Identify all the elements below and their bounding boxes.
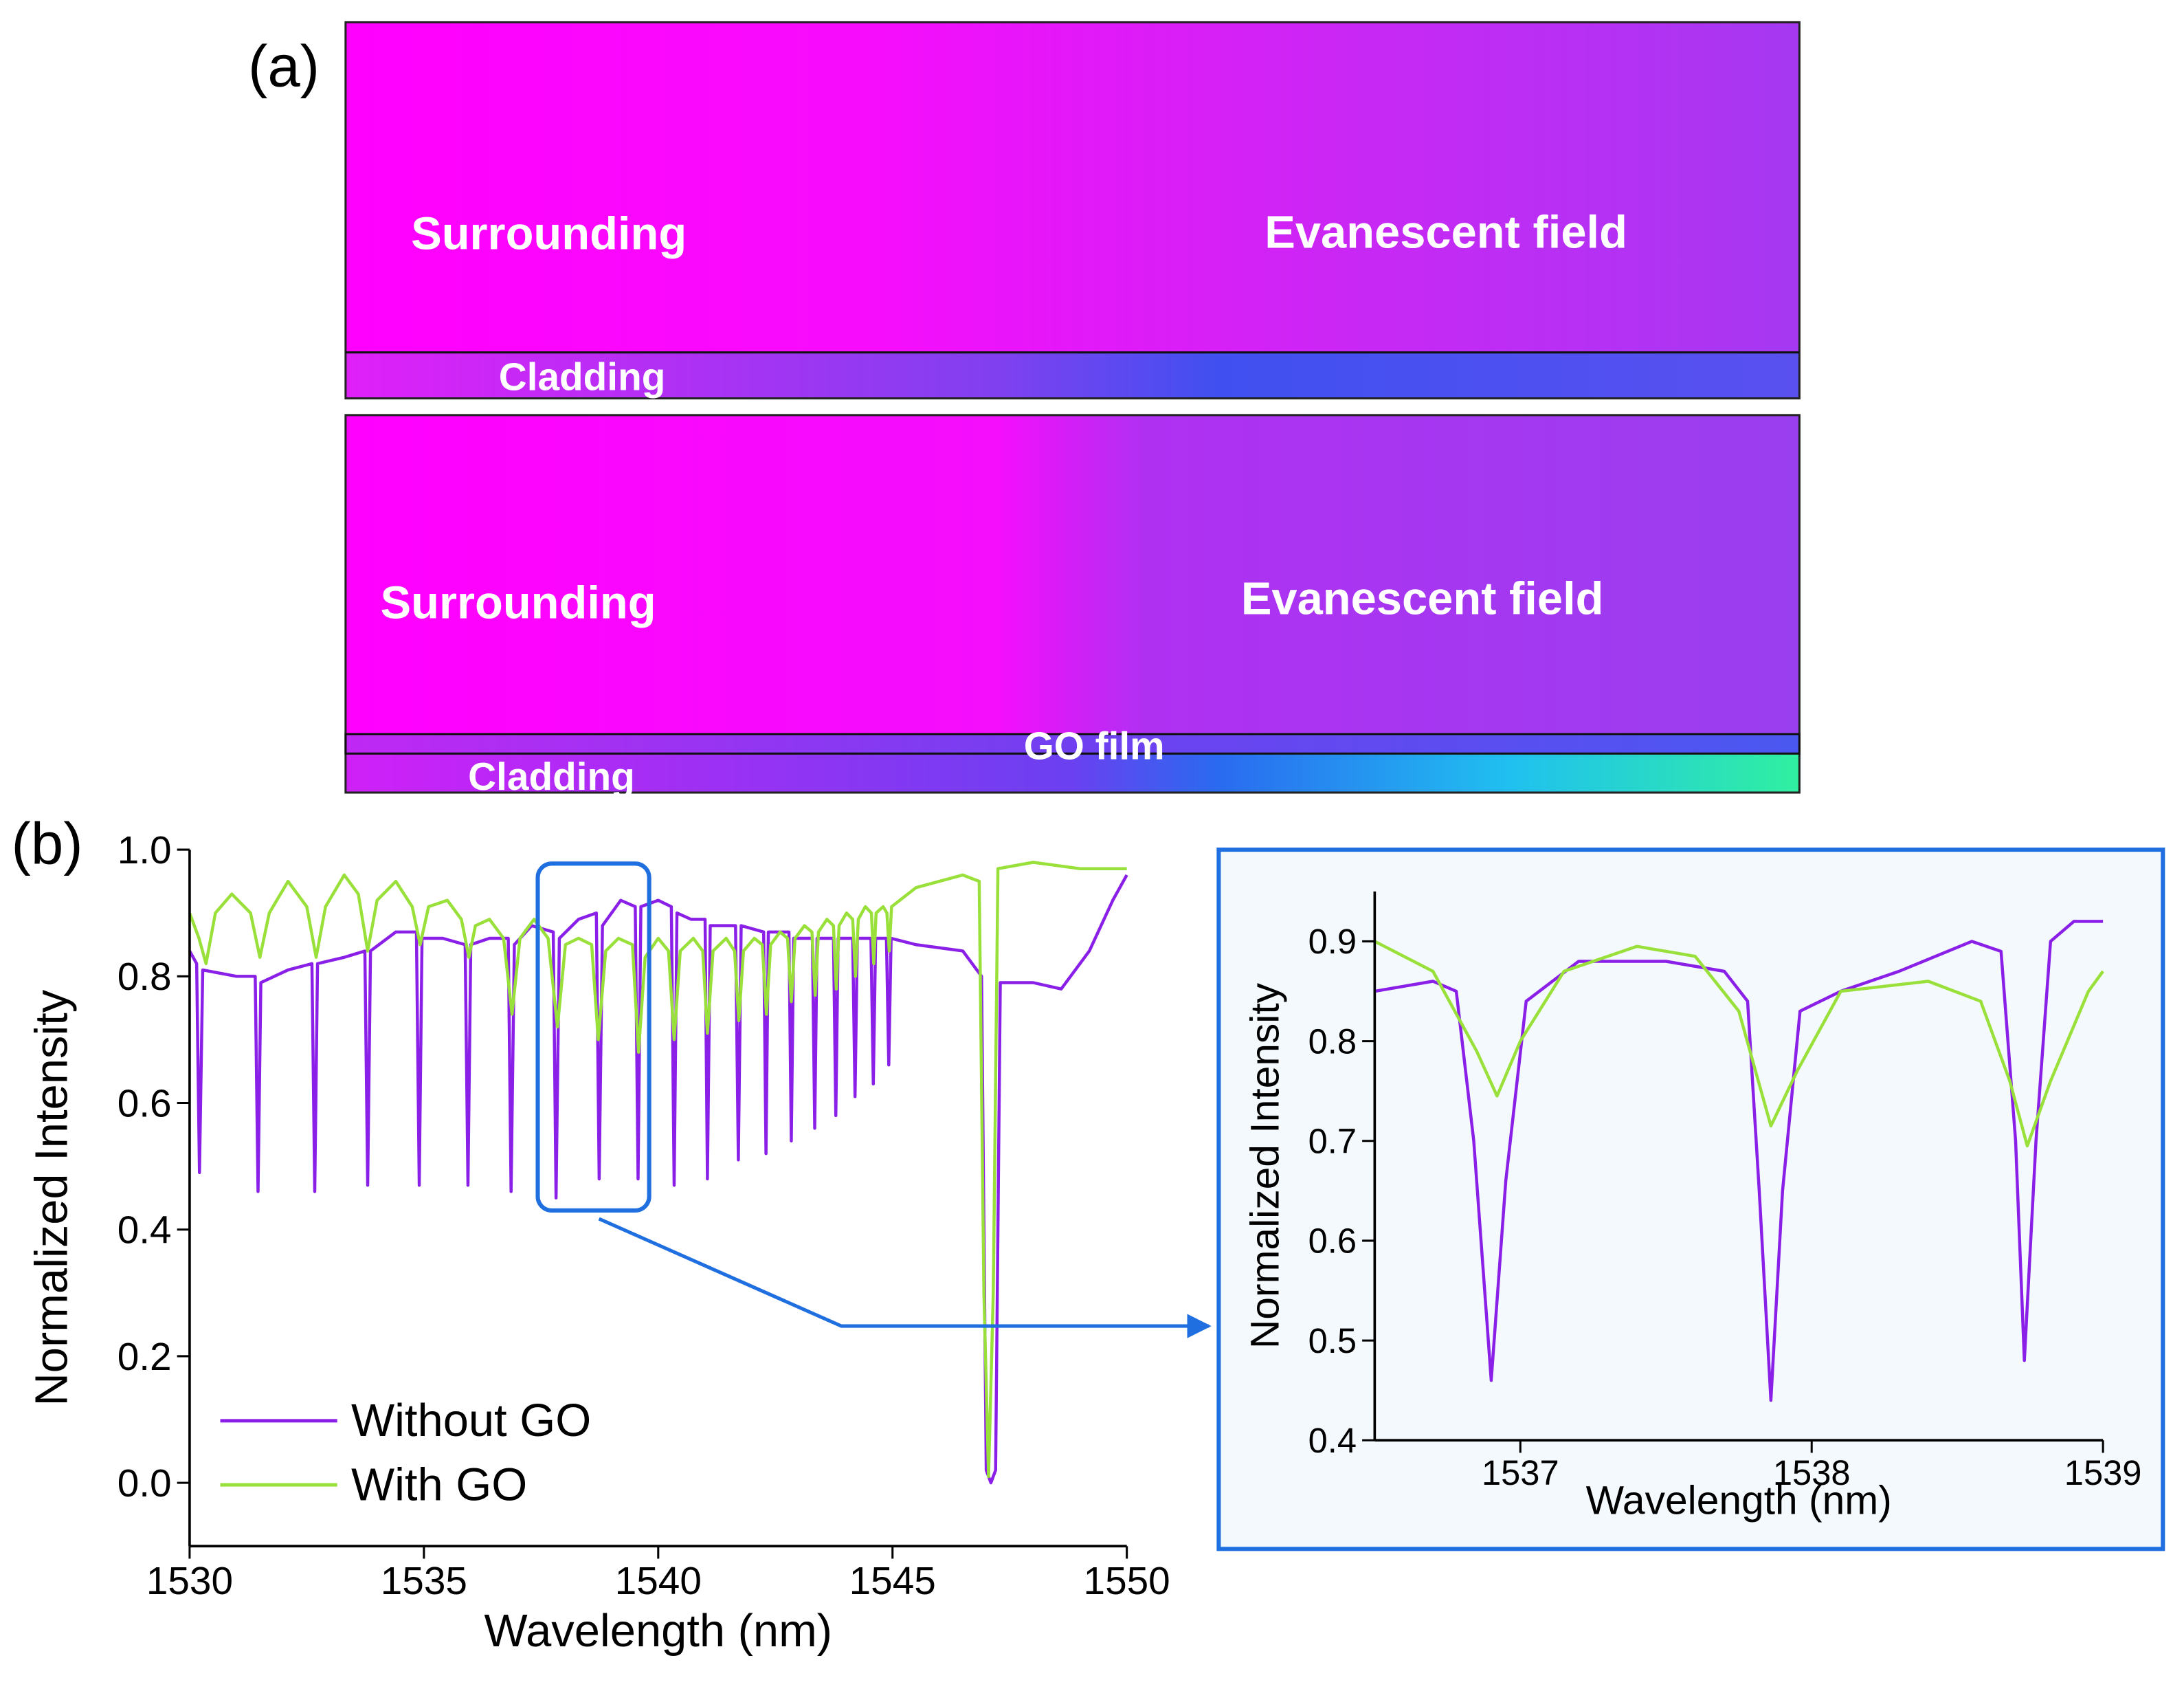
go-film-region	[345, 733, 1800, 754]
series-line	[1374, 940, 2104, 1148]
series-line	[188, 874, 1128, 1485]
series-line	[1374, 920, 2104, 1402]
x-tick-label: 1537	[1482, 1453, 1559, 1492]
y-tick-label: 0.5	[1308, 1321, 1357, 1360]
y-tick-label: 0.0	[118, 1462, 172, 1505]
go-film-box	[344, 733, 1801, 755]
sim-label: Cladding	[499, 355, 666, 399]
y-tick-label: 0.8	[1308, 1021, 1357, 1061]
x-axis-label: Wavelength (nm)	[484, 1605, 833, 1657]
y-tick-label: 0.7	[1308, 1122, 1357, 1161]
sim-frame	[344, 21, 1801, 400]
y-axis-label: Normalized Intensity	[26, 989, 78, 1406]
x-tick-label: 1535	[381, 1560, 467, 1603]
x-tick-label: 1540	[615, 1560, 702, 1603]
charts: 1530 1535 1540 1545 1550 0.0 0.2 0.4 0.6 0.8 1.0 Wa…	[26, 829, 2142, 1657]
x-tick-label: 1550	[1084, 1560, 1170, 1603]
y-tick-label: 0.6	[1308, 1222, 1357, 1261]
sim-label: Cladding	[468, 755, 635, 799]
sim-label: Evanescent field	[1264, 207, 1627, 258]
sim-label: Surrounding	[381, 577, 656, 629]
series-line	[188, 861, 1127, 1479]
x-tick-label: 1545	[849, 1560, 936, 1603]
simulation-top	[345, 22, 1800, 399]
x-axis-label: Wavelength (nm)	[1586, 1479, 1892, 1523]
y-axis-label: Normalized Intensity	[1243, 982, 1288, 1349]
cladding-region	[345, 753, 1800, 793]
y-tick-label: 1.0	[118, 829, 172, 872]
x-tick-label: 1530	[146, 1560, 233, 1603]
sim-label: Evanescent field	[1241, 573, 1604, 625]
y-tick-label: 0.6	[118, 1082, 172, 1125]
sim-label: GO film	[1024, 725, 1165, 768]
y-tick-label: 0.9	[1308, 922, 1357, 961]
x-tick-label: 1539	[2064, 1453, 2142, 1492]
sim-frame	[344, 414, 1801, 794]
y-tick-label: 0.2	[118, 1336, 172, 1379]
legend-label: With GO	[351, 1459, 527, 1510]
zoom-box	[535, 861, 651, 1213]
legend-label: Without GO	[351, 1395, 591, 1446]
zoom-arrow	[598, 1217, 1212, 1338]
simulation-bottom	[345, 415, 1800, 793]
sim-label: Surrounding	[411, 208, 687, 260]
x-tick-label: 1538	[1773, 1453, 1851, 1492]
cladding-region	[345, 352, 1800, 399]
panel-label: (b)	[12, 811, 83, 876]
panel-label: (a)	[248, 34, 320, 100]
y-tick-label: 0.8	[118, 955, 172, 999]
y-tick-label: 0.4	[1308, 1421, 1357, 1460]
y-tick-label: 0.4	[118, 1209, 172, 1252]
